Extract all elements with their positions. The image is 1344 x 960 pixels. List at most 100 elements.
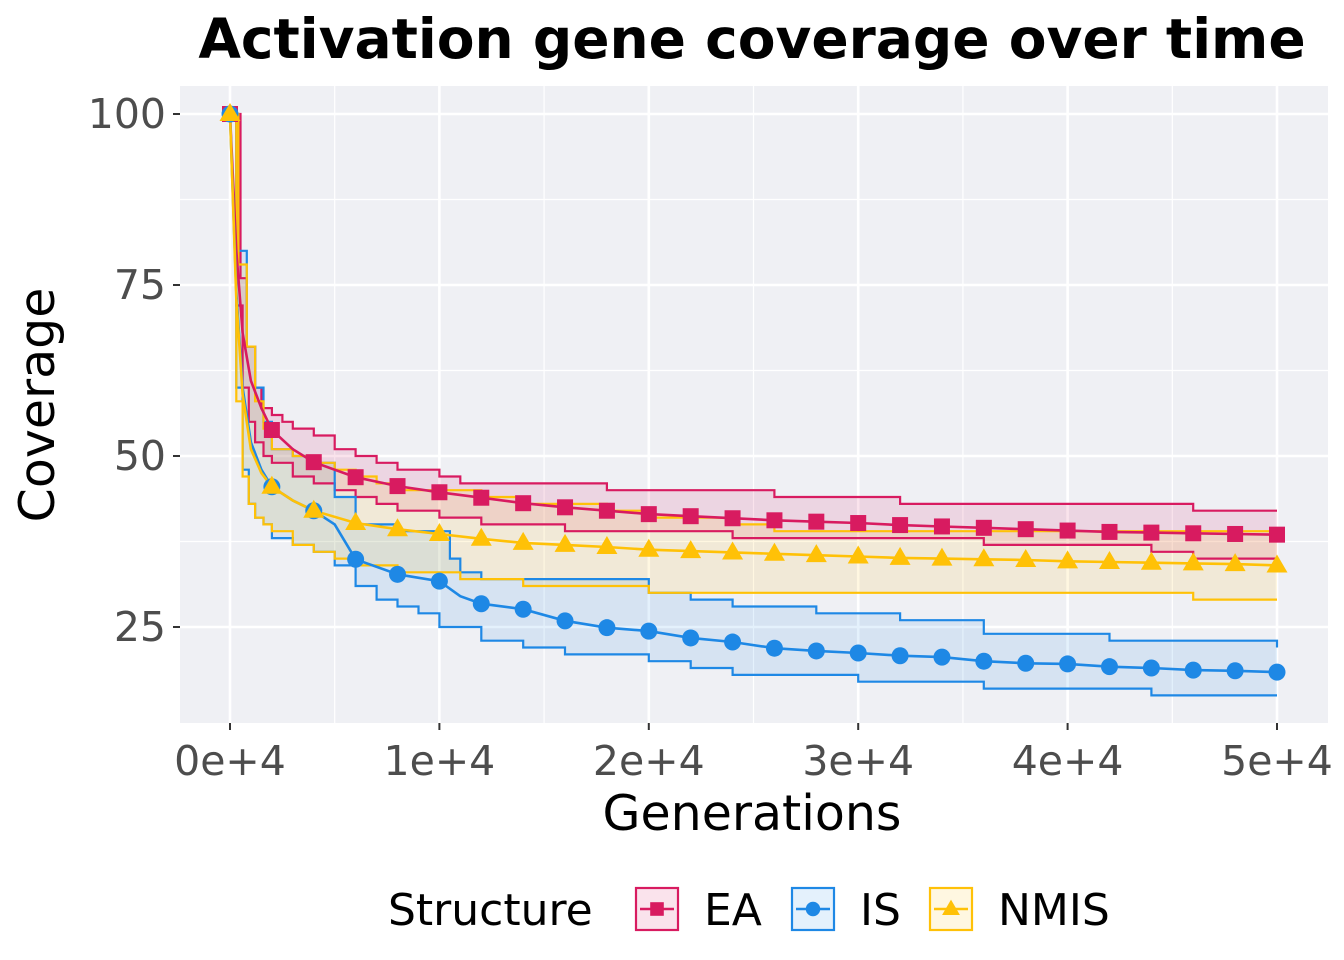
marker-nmis (805, 544, 827, 563)
marker-ea (724, 510, 741, 527)
marker-is (430, 572, 448, 590)
marker-nmis (1182, 552, 1204, 571)
marker-is (975, 652, 993, 670)
marker-ea (473, 489, 490, 506)
marker-nmis (722, 541, 744, 560)
marker-ea (808, 513, 825, 530)
marker-ea (975, 519, 992, 536)
marker-is (556, 612, 574, 630)
legend-title: Structure (388, 885, 593, 936)
marker-is (472, 595, 490, 613)
marker-nmis (387, 518, 409, 537)
marker-ea (1269, 526, 1285, 543)
marker-nmis (345, 512, 367, 531)
marker-ea (598, 502, 615, 519)
marker-is (640, 622, 658, 640)
ribbon-ea (230, 114, 1277, 559)
marker-is (1268, 663, 1286, 681)
marker-ea (1185, 525, 1202, 542)
marker-is (765, 639, 783, 657)
marker-is (1184, 661, 1202, 679)
marker-nmis (554, 533, 576, 552)
marker-ea (1227, 525, 1244, 542)
marker-is (807, 642, 825, 660)
ribbon-lower-nmis (230, 112, 1277, 601)
marker-nmis (638, 538, 660, 557)
legend-label-nmis: NMIS (998, 885, 1110, 936)
x-tick-label: 4e+4 (1012, 737, 1124, 785)
legend-key-marker (942, 899, 960, 915)
marker-ea (766, 512, 783, 529)
marker-is (724, 633, 742, 651)
marker-is (1100, 658, 1118, 676)
y-tick-label: 25 (114, 603, 166, 651)
marker-ea (305, 454, 322, 471)
marker-is (933, 648, 951, 666)
marker-nmis (303, 499, 325, 518)
marker-nmis (889, 546, 911, 565)
marker-nmis (1057, 550, 1079, 569)
marker-is (682, 629, 700, 647)
marker-nmis (512, 531, 534, 550)
marker-nmis (763, 542, 785, 561)
marker-ea (347, 469, 364, 486)
marker-ea (1101, 523, 1118, 540)
marker-is (1142, 659, 1160, 677)
marker-is (389, 565, 407, 583)
marker-nmis (847, 545, 869, 564)
marker-nmis (261, 475, 283, 494)
y-tick-label: 50 (114, 432, 166, 480)
marker-ea (1059, 522, 1076, 539)
marker-nmis (470, 527, 492, 546)
x-tick-label: 2e+4 (593, 737, 705, 785)
x-tick-label: 0e+4 (174, 737, 286, 785)
legend-label-is: IS (860, 885, 901, 936)
x-tick-label: 3e+4 (802, 737, 914, 785)
axes: 0e+4 1e+4 2e+4 3e+4 4e+4 5e+4 25 50 75 100 (88, 90, 1333, 785)
y-tick-label: 75 (114, 261, 166, 309)
marker-ea (557, 499, 574, 516)
marker-nmis (680, 540, 702, 559)
marker-nmis (973, 548, 995, 567)
marker-ea (640, 506, 657, 523)
chart-title: Activation gene coverage over time (198, 7, 1305, 71)
marker-nmis (1224, 553, 1246, 572)
marker-nmis (931, 547, 953, 566)
marker-ea (389, 478, 406, 495)
series-markers (219, 103, 1288, 681)
marker-ea (1017, 521, 1034, 538)
marker-is (1059, 655, 1077, 673)
marker-is (1017, 654, 1035, 672)
marker-nmis (428, 522, 450, 541)
marker-nmis (596, 535, 618, 554)
legend: Structure EA IS NMIS (388, 885, 1110, 936)
marker-is (891, 647, 909, 665)
marker-nmis (1098, 551, 1120, 570)
marker-is (347, 550, 365, 568)
x-tick-label: 5e+4 (1221, 737, 1333, 785)
x-tick-label: 1e+4 (384, 737, 496, 785)
marker-ea (515, 495, 532, 512)
legend-key-marker (805, 901, 821, 917)
legend-key-marker (650, 902, 664, 916)
marker-nmis (219, 103, 241, 121)
x-axis-title: Generations (603, 785, 902, 842)
ribbon-upper-is (230, 112, 1279, 648)
y-axis-title: Coverage (9, 288, 66, 523)
marker-is (1226, 662, 1244, 680)
marker-is (598, 619, 616, 637)
marker-ea (431, 484, 448, 501)
ribbon-lower-ea (230, 112, 1277, 560)
marker-ea (263, 422, 280, 439)
marker-nmis (1266, 554, 1288, 573)
marker-nmis (1140, 551, 1162, 570)
marker-nmis (1015, 548, 1037, 567)
marker-ea (1143, 524, 1160, 541)
marker-ea (892, 517, 909, 534)
marker-ea (933, 518, 950, 535)
y-tick-label: 100 (88, 90, 166, 138)
legend-label-ea: EA (704, 885, 762, 936)
marker-is (514, 600, 532, 618)
marker-ea (682, 508, 699, 525)
